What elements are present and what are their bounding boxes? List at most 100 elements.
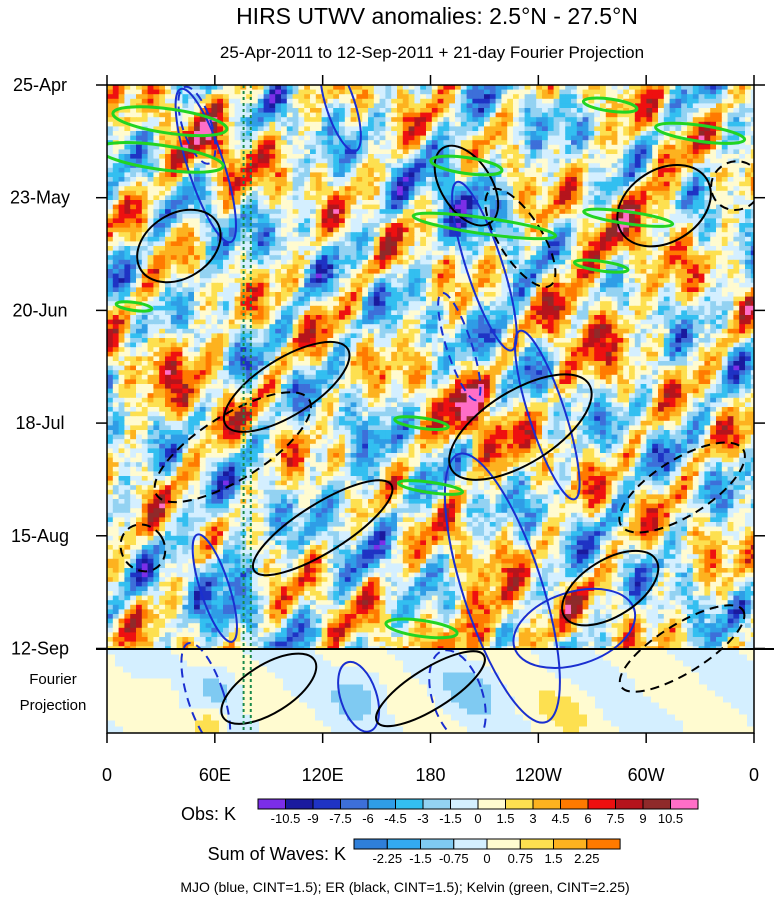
obs-cell [640,204,647,210]
obs-cell [530,282,537,288]
obs-cell [402,158,410,164]
obs-cell [640,246,647,252]
obs-cell [542,140,549,146]
obs-cell [199,269,207,275]
obs-cell [745,163,752,169]
obs-cell [484,112,491,118]
obs-cell [188,204,195,210]
obs-cell [310,98,317,104]
obs-cell [646,135,653,141]
obs-cell [501,195,508,201]
obs-cell [652,273,659,279]
obs-cell [112,149,120,155]
obs-cell [594,163,601,169]
obs-cell [223,209,230,215]
obs-cell [698,135,705,141]
obs-cell [223,186,230,192]
obs-cell [513,177,520,183]
obs-cell [292,246,299,252]
obs-cell [118,144,125,150]
obs-cell [263,213,270,219]
obs-cell [634,246,642,252]
obs-cell [692,232,700,238]
obs-cell [414,223,421,229]
obs-cell [681,236,688,242]
obs-cell [489,103,497,109]
obs-cell [489,131,497,137]
obs-cell [542,121,549,127]
obs-cell [310,273,317,279]
obs-cell [281,282,288,288]
obs-cell [484,282,491,288]
obs-cell [257,236,265,242]
obs-cell [646,200,653,206]
obs-cell [640,144,647,150]
obs-cell [681,200,688,206]
obs-cell [188,195,195,201]
obs-cell [333,273,340,279]
obs-cell [750,195,754,201]
obs-cell [194,236,201,242]
obs-cell [663,149,671,155]
obs-cell [298,144,305,150]
obs-cell [402,278,410,284]
obs-cell [507,144,514,150]
obs-cell [298,259,305,265]
obs-cell [130,223,137,229]
obs-cell [391,154,398,160]
obs-cell [269,126,276,132]
obs-cell [368,259,375,265]
obs-cell [727,241,734,247]
obs-cell [362,241,369,247]
obs-cell [472,209,479,215]
obs-cell [402,112,410,118]
obs-cell [350,89,357,95]
obs-cell [315,190,323,196]
obs-cell [211,112,218,118]
obs-cell [124,177,131,183]
obs-cell [188,236,195,242]
obs-cell [217,89,224,95]
obs-cell [205,209,212,215]
obs-cell [530,246,537,252]
obs-cell [379,126,386,132]
obs-cell [391,250,398,256]
obs-cell [298,209,305,215]
obs-cell [124,241,131,247]
obs-cell [310,108,317,114]
obs-cell [513,154,520,160]
obs-cell [634,195,642,201]
obs-cell [565,264,572,270]
obs-cell [687,273,694,279]
obs-cell [588,140,595,146]
obs-cell [437,227,444,233]
obs-cell [692,273,700,279]
obs-cell [223,158,230,164]
obs-cell [542,135,549,141]
obs-cell [681,259,688,265]
obs-cell [275,190,282,196]
obs-cell [246,195,253,201]
obs-cell [513,158,520,164]
obs-cell [507,163,514,169]
obs-cell [478,163,485,169]
obs-cell [460,250,468,256]
obs-cell [107,259,114,265]
obs-cell [576,108,584,114]
obs-cell [588,186,595,192]
obs-cell [472,135,479,141]
obs-cell [362,218,369,224]
obs-cell [582,158,589,164]
obs-cell [489,213,497,219]
obs-cell [188,121,195,127]
obs-cell [710,213,717,219]
obs-cell [559,218,566,224]
obs-cell [344,250,352,256]
obs-cell [600,103,607,109]
obs-cell [315,140,323,146]
obs-cell [107,181,114,187]
obs-cell [310,117,317,123]
obs-cell [350,250,357,256]
obs-cell [542,273,549,279]
obs-cell [356,85,363,91]
